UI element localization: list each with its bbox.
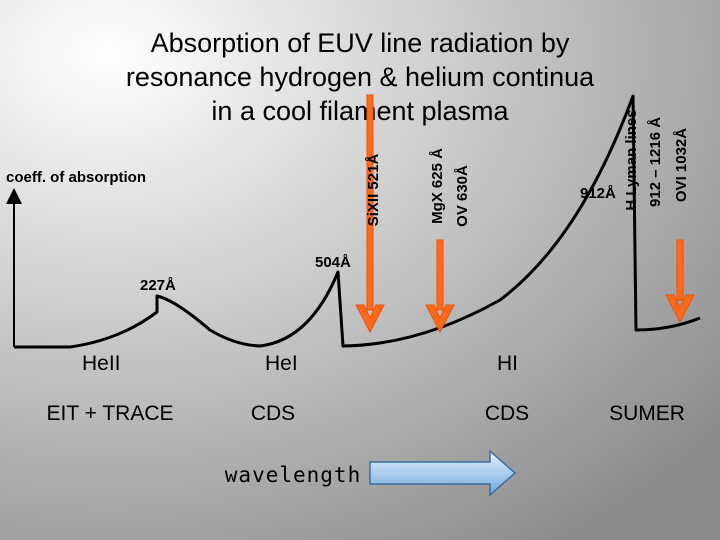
instrument-label: EIT + TRACE: [46, 402, 173, 425]
line-label: MgX 625 Å: [429, 148, 446, 224]
line-label: OV 630Å: [454, 165, 471, 227]
arrow-head: [425, 304, 455, 334]
title-line: in a cool filament plasma: [211, 96, 509, 126]
ion-label: HeII: [82, 352, 121, 375]
arrow-shaft: [436, 239, 444, 311]
edge-label: 504Å: [315, 254, 351, 271]
instrument-label: CDS: [251, 402, 295, 425]
wavelength-arrow: [369, 449, 517, 497]
ion-label: HeI: [265, 352, 298, 375]
arrow-shaft: [676, 239, 684, 301]
arrow-shaft: [366, 94, 374, 311]
arrows: [355, 94, 695, 334]
instrument-label: CDS: [485, 402, 529, 425]
title-line: resonance hydrogen & helium continua: [126, 62, 595, 92]
arrow-head: [665, 294, 695, 324]
y-axis-label: coeff. of absorption: [6, 169, 146, 186]
line-label: 912 – 1216 Å: [647, 117, 664, 207]
line-label: SiXII 521Å: [365, 154, 382, 227]
line-label: OVI 1032Å: [673, 128, 690, 202]
instrument-label: SUMER: [609, 402, 685, 425]
x-axis-label: wavelength: [225, 463, 361, 487]
arrow-head: [355, 304, 385, 334]
edge-label: 227Å: [140, 277, 176, 294]
title-line: Absorption of EUV line radiation by: [151, 28, 570, 58]
absorption-curve: [14, 94, 701, 349]
line-label: H Lyman lines: [623, 109, 640, 210]
ion-label: HI: [497, 352, 518, 375]
edge-label: 912Å: [580, 185, 616, 202]
